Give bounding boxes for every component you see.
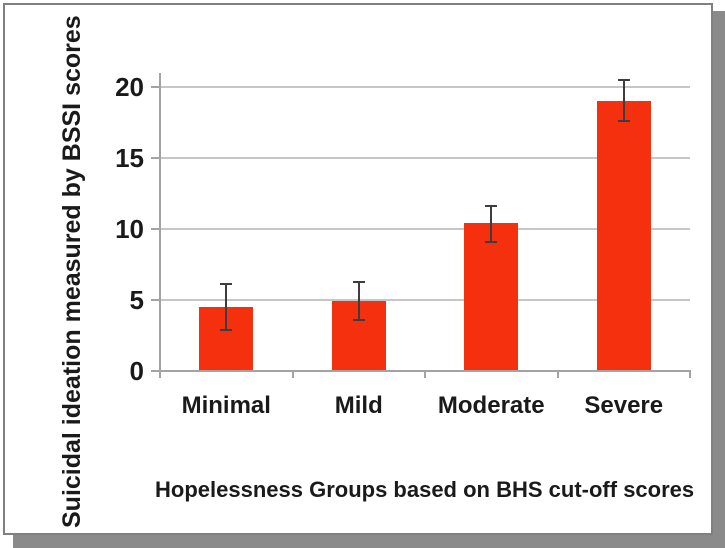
gridline-20	[160, 86, 690, 89]
x-axis-title: Hopelessness Groups based on BHS cut-off…	[155, 477, 695, 502]
x-axis-line	[151, 370, 691, 372]
error-bar-line-mild	[357, 281, 360, 320]
gridline-5	[160, 299, 690, 302]
error-bar-cap-top-severe	[617, 79, 630, 82]
x-category-label-mild: Mild	[334, 392, 383, 419]
x-axis-tick-3	[556, 371, 559, 378]
plot-area: 0 5 10 15 20 Minimal Mild Moderate Severe	[115, 72, 691, 419]
x-axis-tick-4	[689, 371, 691, 378]
error-bar-line-moderate	[490, 206, 493, 242]
y-axis-tick-10	[151, 228, 160, 231]
x-axis-tick-1	[291, 371, 294, 378]
x-axis-tick-2	[424, 371, 426, 378]
y-axis-tick-20	[151, 86, 160, 89]
error-bar-cap-top-mild	[352, 280, 365, 283]
error-bar-cap-top-minimal	[220, 283, 233, 286]
x-axis-tick-0	[159, 371, 161, 378]
error-bar-cap-bottom-minimal	[220, 328, 233, 331]
error-bar-cap-bottom-mild	[352, 318, 365, 321]
x-category-label-moderate: Moderate	[437, 392, 545, 419]
x-category-label-severe: Severe	[584, 392, 664, 419]
y-tick-label-5: 5	[129, 285, 144, 316]
y-tick-label-0: 0	[129, 356, 144, 386]
gridline-10	[160, 228, 690, 231]
y-axis-tick-15	[151, 157, 160, 160]
x-category-label-minimal: Minimal	[181, 392, 271, 419]
y-tick-label-10: 10	[115, 214, 144, 245]
error-bar-cap-bottom-moderate	[485, 240, 498, 243]
y-tick-label-20: 20	[115, 72, 144, 103]
error-bar-line-minimal	[225, 284, 228, 330]
y-tick-label-15: 15	[115, 143, 144, 174]
gridline-15	[160, 157, 690, 160]
y-axis-title: Suicidal ideation measured by BSSI score…	[58, 15, 86, 528]
error-bar-line-severe	[622, 80, 625, 122]
error-bar-cap-bottom-severe	[617, 120, 630, 123]
y-axis-line	[159, 73, 161, 378]
error-bar-cap-top-moderate	[485, 205, 498, 208]
y-axis-tick-5	[151, 299, 160, 302]
bar-moderate	[464, 223, 519, 370]
chart-figure: Suicidal ideation measured by BSSI score…	[3, 3, 713, 535]
bar-severe	[596, 101, 651, 370]
